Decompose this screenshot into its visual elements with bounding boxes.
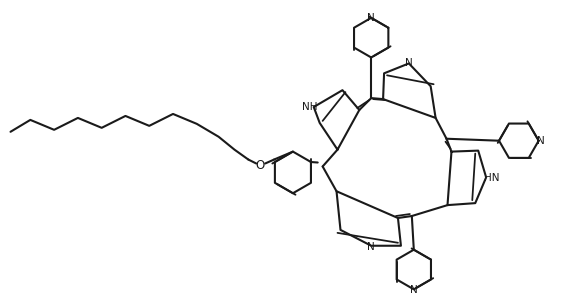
Text: NH: NH — [302, 102, 318, 112]
Text: N: N — [367, 242, 375, 252]
Text: N: N — [410, 285, 417, 295]
Text: HN: HN — [485, 173, 500, 183]
Text: N: N — [537, 136, 545, 146]
Text: O: O — [256, 159, 265, 172]
Text: N: N — [367, 13, 375, 23]
Text: N: N — [405, 58, 413, 68]
